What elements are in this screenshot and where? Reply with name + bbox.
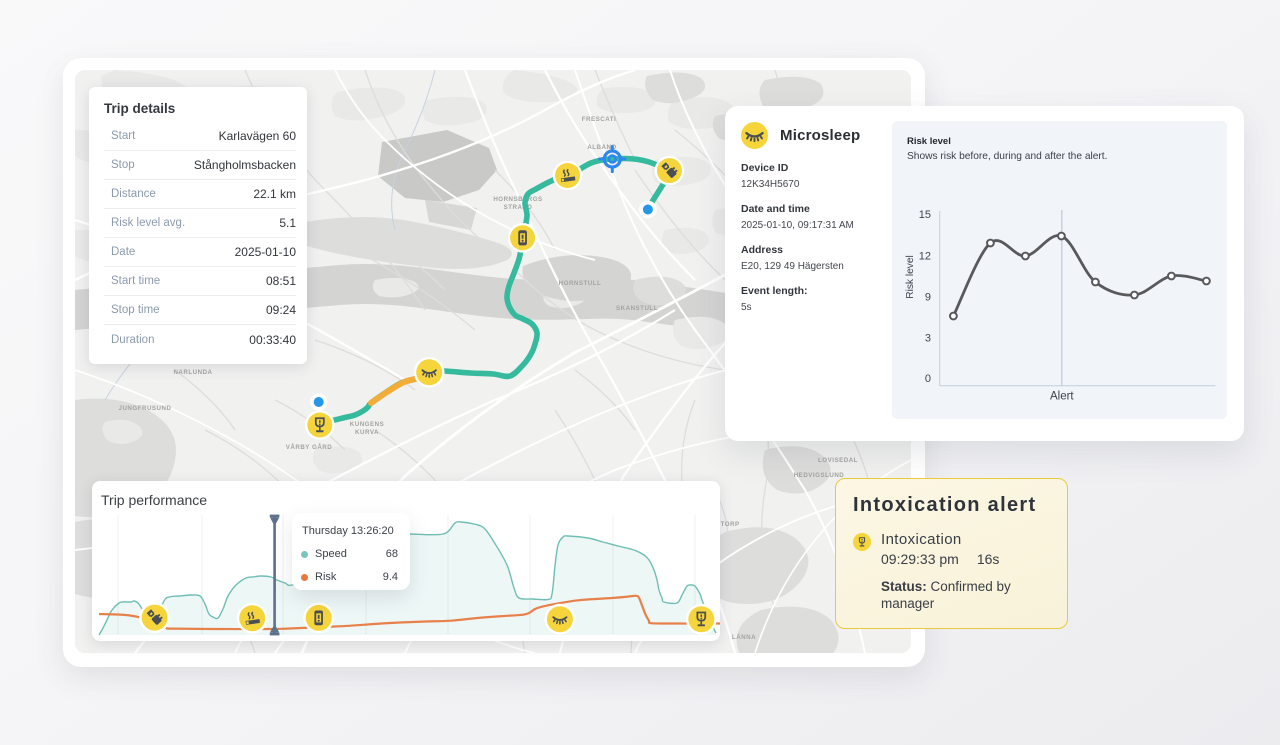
svg-text:HEDVIGSLUND: HEDVIGSLUND bbox=[794, 472, 845, 479]
svg-text:LÄNNA: LÄNNA bbox=[732, 634, 756, 641]
svg-text:LOVISEDAL: LOVISEDAL bbox=[818, 457, 858, 464]
svg-text:KURVA: KURVA bbox=[355, 429, 379, 436]
svg-text:KUNGENS: KUNGENS bbox=[350, 421, 384, 428]
svg-text:SKANSTULL: SKANSTULL bbox=[616, 305, 658, 312]
svg-text:STRAND: STRAND bbox=[504, 204, 533, 211]
svg-text:JUNGFRUSUND: JUNGFRUSUND bbox=[119, 405, 172, 412]
svg-text:0: 0 bbox=[925, 373, 931, 385]
svg-text:15: 15 bbox=[919, 209, 931, 221]
svg-text:12: 12 bbox=[919, 251, 931, 263]
svg-text:FRESCATI: FRESCATI bbox=[582, 116, 616, 123]
svg-text:NARLUNDA: NARLUNDA bbox=[173, 369, 212, 376]
svg-text:HORNSTULL: HORNSTULL bbox=[559, 280, 602, 287]
svg-text:VÅRBY GÅRD: VÅRBY GÅRD bbox=[286, 444, 333, 451]
svg-text:Risk level: Risk level bbox=[905, 255, 916, 299]
svg-text:ORTORP: ORTORP bbox=[710, 521, 739, 528]
svg-text:9: 9 bbox=[925, 292, 931, 304]
svg-text:HORNSBERGS: HORNSBERGS bbox=[493, 196, 542, 203]
svg-text:Alert: Alert bbox=[1050, 391, 1074, 403]
svg-text:3: 3 bbox=[925, 332, 931, 344]
svg-text:ALBANO: ALBANO bbox=[587, 144, 616, 151]
